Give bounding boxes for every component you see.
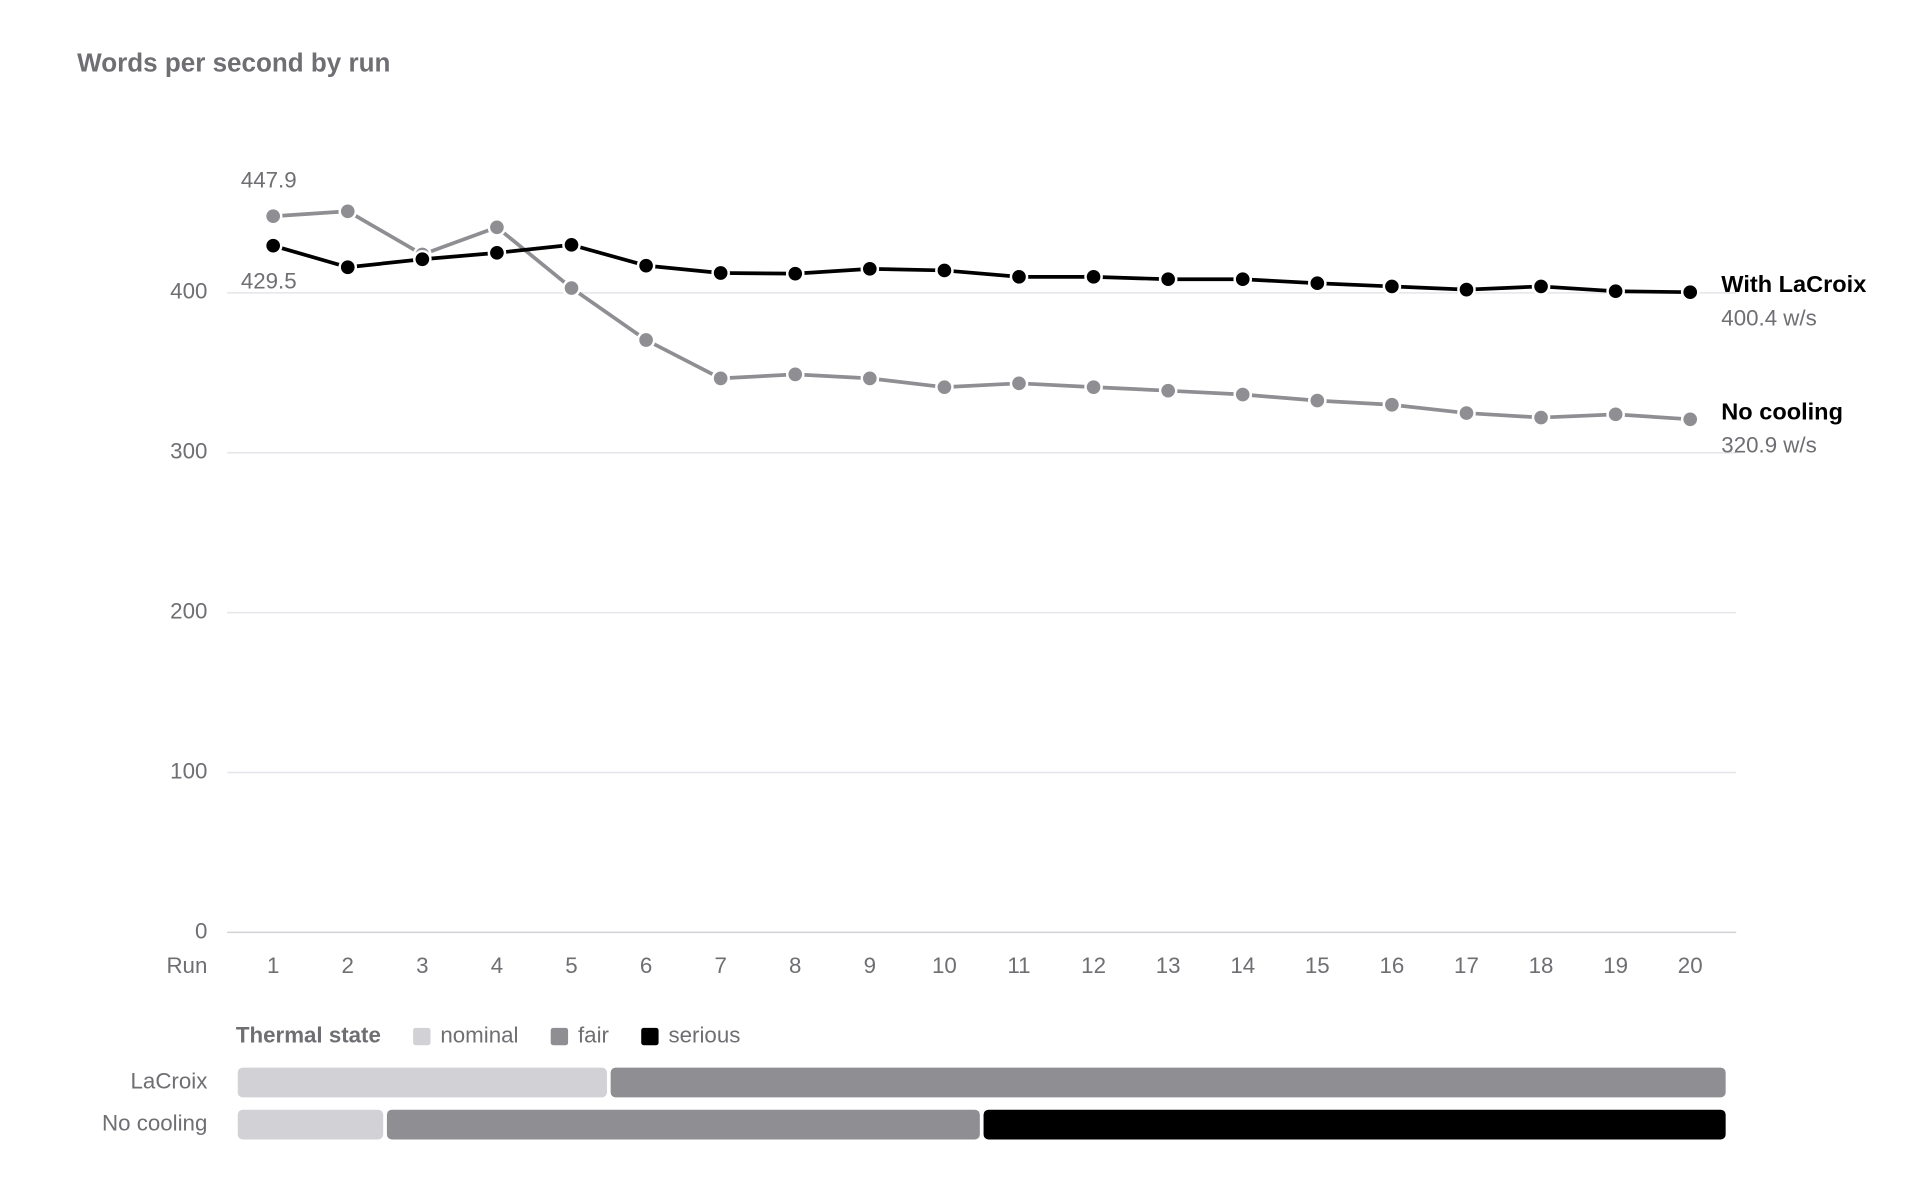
x-tick-label: 18 — [1529, 953, 1554, 978]
x-tick-label: 4 — [491, 953, 503, 978]
data-point — [1606, 405, 1625, 424]
data-point — [562, 278, 581, 298]
series-name: No cooling — [1721, 398, 1843, 424]
legend-swatch — [413, 1027, 431, 1046]
data-point — [785, 264, 805, 283]
legend-label: serious — [668, 1022, 740, 1047]
y-tick-label: 200 — [170, 599, 207, 624]
data-point — [1233, 269, 1253, 289]
row-label: No cooling — [102, 1110, 207, 1135]
data-point — [1009, 267, 1029, 287]
data-point — [487, 243, 507, 263]
data-point — [1009, 374, 1029, 393]
data-point — [1158, 381, 1178, 400]
data-point — [711, 263, 730, 283]
data-point — [562, 235, 581, 255]
data-point — [1084, 377, 1103, 397]
data-point — [1382, 277, 1402, 296]
data-point — [1606, 281, 1625, 301]
x-tick-label: 15 — [1305, 953, 1330, 978]
series-line — [273, 209, 1691, 422]
data-point — [1382, 395, 1402, 415]
data-point — [263, 236, 283, 255]
x-tick-label: 3 — [416, 953, 428, 978]
data-point — [338, 257, 358, 277]
data-point — [1308, 273, 1327, 293]
x-tick-label: 7 — [714, 953, 726, 978]
legend-swatch — [550, 1027, 569, 1046]
data-point — [1680, 410, 1700, 429]
data-point — [338, 201, 358, 221]
legend-label: fair — [578, 1022, 610, 1047]
x-tick-label: 8 — [789, 953, 801, 978]
chart-title: Words per second by run — [77, 47, 390, 77]
x-tick-label: 11 — [1007, 953, 1030, 978]
data-point — [487, 217, 507, 237]
thermal-segment — [237, 1109, 384, 1140]
data-label: 447.9 — [241, 167, 297, 192]
thermal-segment — [386, 1109, 980, 1140]
x-tick-label: 2 — [342, 953, 354, 978]
x-tick-label: 10 — [932, 953, 957, 978]
data-point — [263, 206, 283, 226]
x-tick-label: 20 — [1678, 953, 1703, 978]
data-point — [935, 261, 954, 280]
legend-label: nominal — [440, 1022, 518, 1047]
legend-swatch — [641, 1027, 659, 1046]
data-point — [1158, 269, 1178, 289]
data-point — [1457, 280, 1476, 299]
x-tick-label: 13 — [1156, 953, 1181, 978]
data-point — [935, 377, 954, 397]
y-tick-label: 100 — [170, 758, 207, 783]
x-tick-label: 1 — [267, 953, 279, 978]
x-tick-label: 9 — [864, 953, 876, 978]
x-tick-label: 14 — [1230, 953, 1255, 978]
x-tick-label: 12 — [1081, 953, 1106, 978]
series-line — [272, 242, 1691, 295]
data-point — [785, 365, 805, 384]
x-tick-label: 16 — [1379, 953, 1404, 978]
x-axis-label: Run — [166, 953, 207, 978]
data-point — [1680, 282, 1700, 302]
x-tick-label: 6 — [640, 953, 652, 978]
data-point — [860, 369, 880, 388]
data-point — [1457, 403, 1476, 423]
data-label: 400.4 w/s — [1721, 305, 1816, 330]
legend-title: Thermal state — [236, 1022, 381, 1047]
data-point — [636, 330, 656, 350]
y-tick-label: 300 — [170, 439, 207, 464]
data-point — [1084, 267, 1103, 287]
x-tick-label: 17 — [1454, 953, 1479, 978]
data-label: 320.9 w/s — [1721, 432, 1816, 457]
data-point — [711, 369, 730, 388]
thermal-segment — [983, 1109, 1726, 1140]
row-label: LaCroix — [131, 1068, 208, 1093]
data-point — [413, 249, 432, 269]
data-point — [1531, 408, 1551, 427]
thermal-segment — [610, 1067, 1726, 1098]
thermal-segment — [237, 1067, 607, 1098]
series-name: With LaCroix — [1721, 271, 1866, 297]
data-point — [1308, 391, 1327, 410]
data-point — [1233, 385, 1253, 404]
data-point — [860, 259, 880, 279]
x-tick-label: 19 — [1603, 953, 1628, 978]
data-label: 429.5 — [241, 269, 297, 294]
data-point — [636, 256, 656, 275]
x-tick-label: 5 — [565, 953, 577, 978]
y-tick-label: 0 — [195, 918, 207, 943]
y-tick-label: 400 — [170, 279, 207, 304]
data-point — [1531, 277, 1551, 296]
